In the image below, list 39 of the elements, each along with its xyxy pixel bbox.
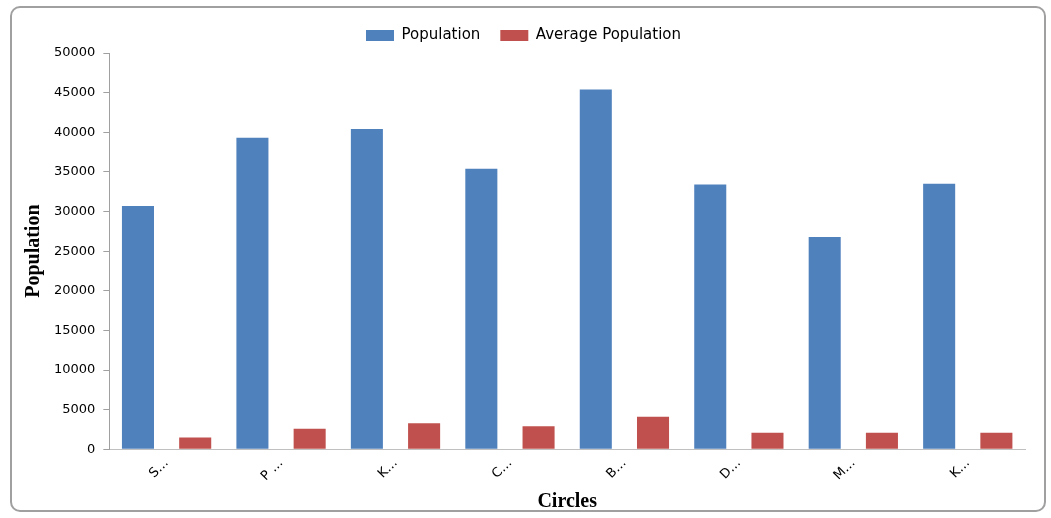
y-tick-label: 35000	[54, 163, 96, 179]
legend-label: Population	[401, 25, 481, 44]
bar	[751, 432, 784, 449]
bar	[865, 432, 898, 449]
bar	[121, 205, 154, 449]
y-tick-label: 0	[87, 440, 96, 456]
x-tick-label: D…	[716, 454, 744, 482]
y-axis-title: Population	[21, 204, 45, 298]
x-tick-label: B…	[602, 454, 629, 481]
y-tick-label: 45000	[54, 84, 96, 100]
y-tick-label: 10000	[54, 361, 96, 377]
x-tick-label: K…	[946, 454, 973, 481]
bar	[980, 432, 1013, 449]
x-tick-label: P …	[257, 454, 286, 483]
bar	[923, 183, 956, 449]
x-tick-label: K…	[374, 454, 400, 481]
bar	[637, 416, 670, 449]
y-tick-label: 30000	[54, 202, 96, 218]
x-tick-label: M…	[830, 454, 858, 483]
bar	[179, 437, 212, 449]
bar	[694, 184, 727, 449]
x-axis-title: Circles	[537, 489, 598, 512]
bar	[350, 129, 383, 449]
y-tick-label: 15000	[54, 321, 96, 337]
y-tick-label: 50000	[54, 44, 96, 60]
y-tick-label: 20000	[54, 282, 96, 298]
bar	[808, 236, 841, 449]
bar	[408, 423, 441, 449]
y-tick-label: 40000	[54, 123, 96, 139]
bar	[522, 426, 555, 449]
bar	[465, 168, 498, 449]
y-tick-label: 5000	[62, 401, 96, 417]
bar	[579, 89, 612, 449]
legend-label: Average Population	[535, 25, 682, 44]
bar	[293, 428, 326, 449]
x-tick-label: S…	[145, 454, 172, 481]
x-tick-label: C…	[488, 454, 515, 481]
y-tick-label: 25000	[54, 242, 96, 258]
bar	[236, 137, 269, 449]
